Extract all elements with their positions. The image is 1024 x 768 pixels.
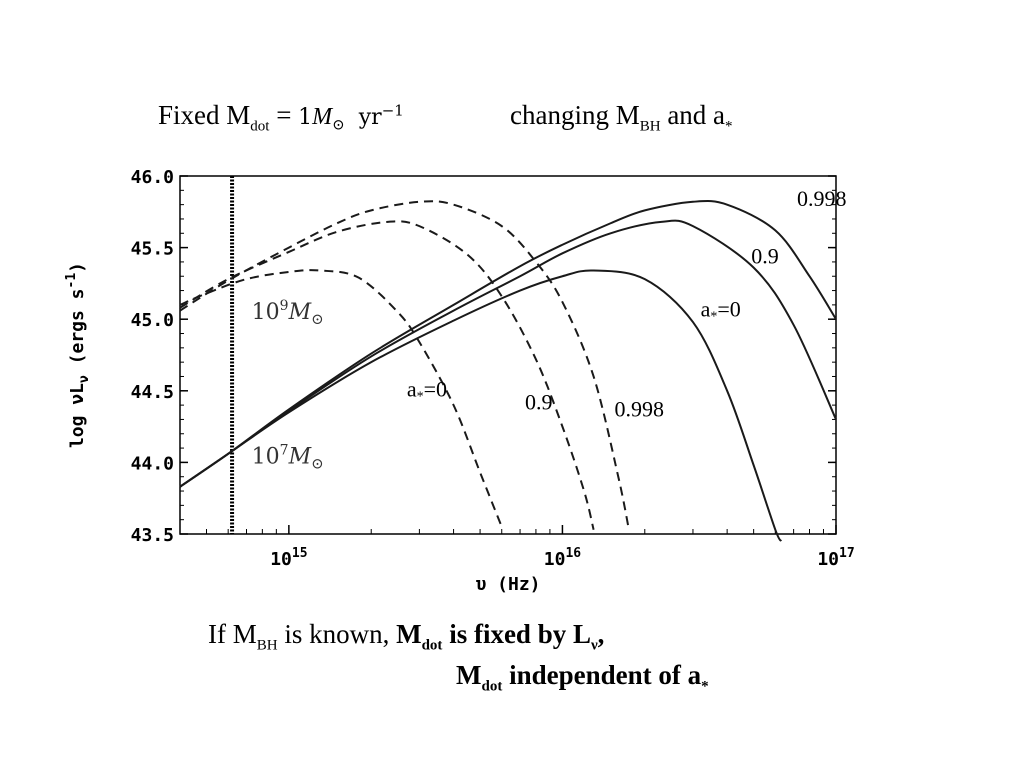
header-equals: = [269, 100, 299, 130]
x-tick-label: 1015 [270, 546, 307, 570]
y-tick-label: 45.5 [131, 239, 174, 260]
footer-comma: , [597, 619, 605, 649]
header-title-right: changing MBH and a* [510, 100, 733, 135]
footer-line2-dot-sub: dot [481, 678, 503, 695]
y-axis-label: log νLν (ergs s-1) [64, 262, 92, 448]
footer-if-label: If M [208, 619, 257, 649]
spin-annotation: 0.998 [615, 397, 665, 422]
spin-annotation: 0.998 [797, 186, 847, 211]
spin-annotation: 0.9 [525, 389, 553, 414]
y-tick-label: 44.0 [131, 453, 174, 474]
series-line-dashed-spin-0_9 [179, 220, 595, 530]
header-star-sub: * [725, 118, 733, 135]
header-and-label: and a [660, 100, 726, 130]
spin-annotation: 0.9 [751, 243, 779, 268]
spin-annotation: a*=0 [407, 377, 447, 405]
formula-exp: −1 [381, 101, 404, 120]
footer-line2-star-sub: * [701, 678, 709, 695]
footer-known-label: is known, [277, 619, 397, 649]
footer-fixed-by-label: is fixed by L [442, 619, 591, 649]
plot-frame [179, 175, 837, 535]
x-tick-label: 1016 [544, 546, 582, 570]
mass-label: 109M⊙ [252, 298, 324, 328]
y-tick-label: 45.0 [131, 310, 174, 331]
series-line-solid-spin-0_9 [179, 219, 837, 488]
series-line-dashed-spin-0_998 [179, 200, 630, 530]
series-line-solid-spin-0_998 [179, 200, 837, 488]
footer-line2-m: M [456, 660, 482, 690]
series-layer [179, 176, 837, 542]
footer-bold-dot-sub: dot [421, 637, 443, 654]
mass-label: 107M⊙ [252, 443, 324, 473]
annotation-layer: 109M⊙ 107M⊙ 0.998 0.9 a*=0 a*=0 0.9 0.998 [252, 186, 847, 472]
sun-symbol: ⊙ [332, 115, 345, 134]
header-bh-sub: BH [639, 118, 661, 135]
y-axis: 43.5 44.0 44.5 45.0 45.5 46.0 [131, 167, 836, 546]
header-fixed-label: Fixed M [158, 100, 251, 130]
x-axis: 1015 1016 1017 [179, 525, 855, 570]
series-line-dashed-spin-0 [179, 269, 503, 528]
y-tick-label: 44.5 [131, 382, 174, 403]
footer-bh-sub: BH [256, 637, 278, 654]
spin-annotation: a*=0 [701, 296, 741, 324]
formula-value: 1 [298, 105, 313, 130]
footer-line-1: If MBH is known, Mdot is fixed by Lν, [208, 619, 604, 654]
footer-line-2: Mdot independent of a* [456, 660, 709, 695]
header-title-left: Fixed Mdot = 1M⊙ yr−1 [158, 100, 404, 135]
formula-unit: yr [358, 105, 382, 130]
footer-bold-m: M [396, 619, 422, 649]
header-changing-label: changing M [510, 100, 640, 130]
footer-independent-label: independent of a [502, 660, 702, 690]
formula-m: M [312, 104, 333, 130]
y-tick-label: 46.0 [131, 167, 174, 188]
header-dot-sub: dot [250, 118, 270, 135]
footer-nu-sub: ν [590, 637, 598, 654]
y-tick-label: 43.5 [131, 525, 174, 546]
series-line-solid-spin-0 [179, 269, 782, 542]
header-formula: 1M⊙ yr−1 [298, 101, 404, 134]
x-axis-label: υ (Hz) [475, 574, 540, 595]
x-tick-label: 1017 [817, 546, 854, 570]
